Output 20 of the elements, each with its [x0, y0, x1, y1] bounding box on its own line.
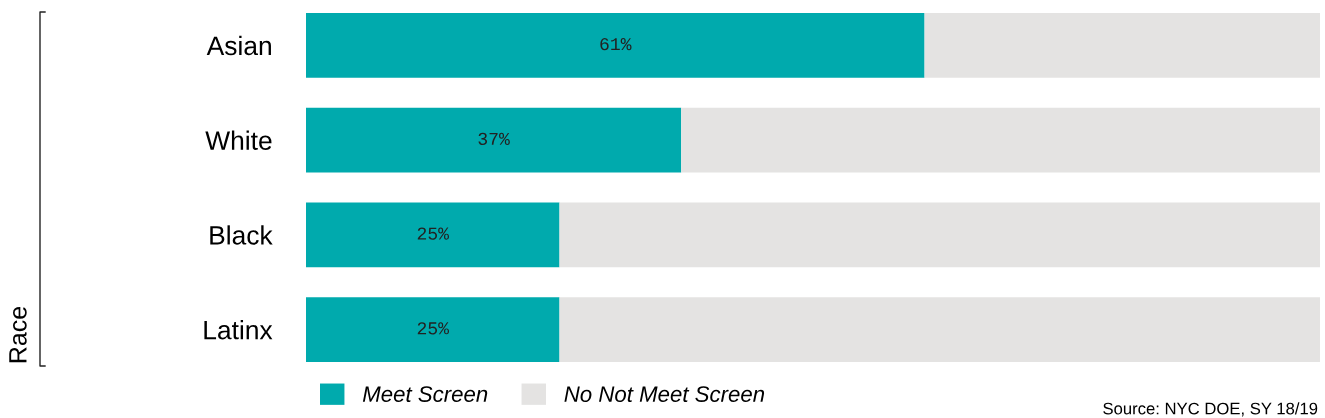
y-tick-label: Asian [206, 35, 271, 56]
data-label: 25% [417, 322, 450, 335]
data-label: 37% [478, 132, 510, 145]
bar [924, 13, 1320, 78]
bar [559, 297, 1320, 362]
bar [559, 202, 1320, 268]
bar [681, 107, 1320, 173]
legend-label: Meet Screen [362, 386, 488, 402]
source-note: Source: NYC DOE, SY 18/19 [1103, 402, 1318, 417]
data-label: 25% [417, 227, 450, 240]
data-label: 61% [600, 38, 632, 51]
legend-label: No Not Meet Screen [564, 386, 765, 402]
y-tick-label: White [205, 130, 272, 150]
text: Race [9, 306, 27, 363]
bar [306, 202, 560, 268]
y-tick-label: Latinx [204, 320, 273, 340]
bar [306, 297, 560, 362]
bar [306, 107, 682, 173]
bar [306, 13, 925, 78]
y-tick-label: Black [210, 225, 273, 245]
